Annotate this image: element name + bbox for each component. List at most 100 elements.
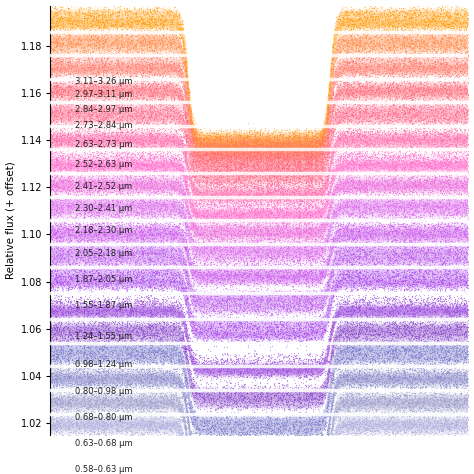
Point	[264, 452, 271, 460]
Point	[121, 87, 128, 95]
Point	[66, 374, 73, 382]
Point	[447, 272, 455, 279]
Point	[321, 136, 329, 144]
Point	[80, 312, 88, 319]
Point	[195, 144, 202, 151]
Point	[98, 133, 105, 140]
Point	[456, 310, 464, 318]
Point	[64, 347, 72, 355]
Point	[56, 332, 64, 339]
Point	[346, 116, 353, 124]
Point	[349, 126, 357, 133]
Point	[358, 133, 365, 140]
Point	[368, 197, 375, 204]
Point	[185, 244, 192, 252]
Point	[116, 91, 124, 99]
Point	[146, 297, 154, 305]
Point	[98, 263, 106, 270]
Point	[329, 158, 337, 165]
Point	[116, 388, 124, 396]
Point	[329, 278, 337, 286]
Point	[169, 45, 176, 53]
Point	[166, 393, 174, 401]
Point	[126, 64, 134, 72]
Point	[284, 448, 292, 456]
Point	[240, 250, 248, 258]
Point	[310, 146, 318, 154]
Point	[59, 93, 66, 101]
Point	[184, 120, 191, 128]
Point	[191, 132, 199, 140]
Point	[66, 297, 74, 305]
Point	[261, 459, 268, 467]
Point	[424, 424, 431, 432]
Point	[373, 378, 381, 386]
Point	[291, 173, 298, 181]
Point	[241, 204, 248, 211]
Point	[361, 356, 369, 364]
Point	[432, 284, 439, 292]
Point	[203, 144, 211, 152]
Point	[187, 282, 195, 290]
Point	[463, 277, 470, 285]
Point	[182, 148, 190, 155]
Point	[453, 36, 461, 44]
Point	[154, 343, 161, 350]
Point	[146, 91, 154, 99]
Point	[450, 147, 458, 155]
Point	[370, 46, 378, 53]
Point	[324, 205, 332, 212]
Point	[73, 151, 80, 158]
Point	[423, 39, 430, 46]
Point	[145, 295, 152, 302]
Point	[131, 343, 139, 350]
Point	[301, 299, 308, 306]
Point	[182, 51, 189, 59]
Point	[99, 102, 106, 110]
Point	[358, 370, 365, 378]
Point	[68, 393, 75, 401]
Point	[433, 232, 440, 240]
Point	[157, 186, 165, 194]
Point	[116, 428, 124, 435]
Point	[406, 117, 413, 124]
Point	[417, 45, 424, 53]
Point	[120, 381, 128, 389]
Point	[67, 105, 75, 112]
Point	[97, 286, 105, 293]
Point	[241, 141, 249, 149]
Point	[420, 20, 428, 27]
Point	[140, 34, 148, 42]
Point	[231, 192, 239, 200]
Point	[381, 281, 388, 288]
Point	[261, 148, 269, 156]
Point	[161, 201, 168, 208]
Point	[177, 284, 185, 292]
Point	[361, 87, 369, 94]
Point	[375, 232, 383, 239]
Point	[129, 248, 137, 256]
Point	[411, 428, 419, 435]
Point	[392, 323, 400, 330]
Point	[185, 131, 192, 138]
Point	[334, 184, 342, 192]
Point	[146, 304, 154, 312]
Point	[114, 196, 121, 204]
Point	[117, 80, 124, 87]
Point	[51, 346, 59, 353]
Point	[206, 289, 214, 296]
Point	[173, 137, 181, 144]
Point	[266, 386, 273, 393]
Point	[419, 108, 427, 116]
Point	[164, 65, 171, 73]
Point	[408, 260, 415, 267]
Point	[267, 429, 275, 437]
Text: 2.73–2.84 μm: 2.73–2.84 μm	[75, 121, 132, 130]
Point	[125, 340, 133, 347]
Point	[347, 285, 355, 293]
Point	[399, 235, 406, 243]
Point	[393, 328, 401, 336]
Point	[100, 407, 108, 415]
Point	[68, 335, 76, 342]
Point	[343, 341, 351, 349]
